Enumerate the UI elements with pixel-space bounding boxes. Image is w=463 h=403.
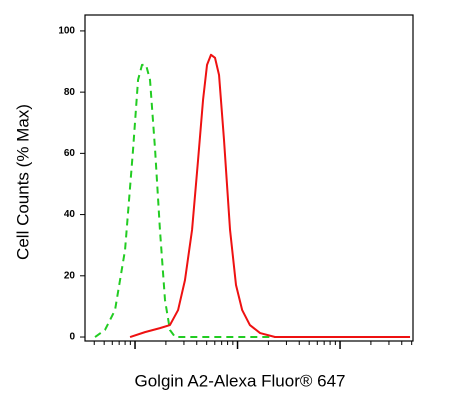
y-tick-label: 80 [64, 87, 76, 98]
series-line [129, 53, 411, 339]
y-axis-label: Cell Counts (% Max) [13, 104, 32, 260]
plot-frame [84, 14, 414, 342]
series-line [94, 63, 301, 339]
y-tick-label: 20 [64, 270, 76, 281]
y-tick-label: 100 [58, 26, 75, 37]
y-tick-label: 40 [64, 209, 76, 220]
y-tick-label: 60 [64, 148, 76, 159]
x-axis-label: Golgin A2-Alexa Fluor® 647 [135, 371, 346, 390]
y-tick-label: 0 [69, 332, 75, 343]
